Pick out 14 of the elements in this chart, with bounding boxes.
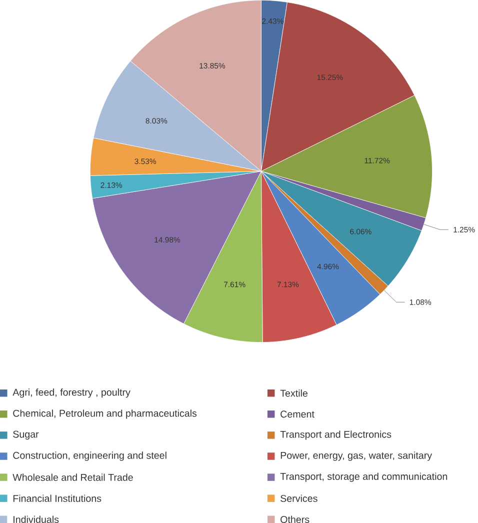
legend-label: Textile — [280, 389, 308, 397]
legend-label: Construction, engineering and steel — [12, 452, 166, 461]
legend-label: Cement — [280, 410, 314, 418]
legend-label: Sugar — [12, 430, 38, 440]
legend-label: Others — [280, 516, 309, 523]
legend-label: Chemical, Petroleum and pharmaceuticals — [12, 410, 196, 419]
legend-label: Wholesale and Retail Trade — [12, 474, 133, 481]
legend-label: Financial Institutions — [13, 494, 101, 502]
legend-label: Transport and Electronics — [280, 430, 391, 440]
legend-label: Agri, feed, forestry , poultry — [12, 388, 130, 398]
legend-label: Services — [280, 494, 318, 502]
legend-label: Transport, storage and communication — [280, 472, 447, 482]
legend-label: Power, energy, gas, water, sanitary — [280, 452, 432, 461]
legend-label: Individuals — [13, 516, 58, 523]
